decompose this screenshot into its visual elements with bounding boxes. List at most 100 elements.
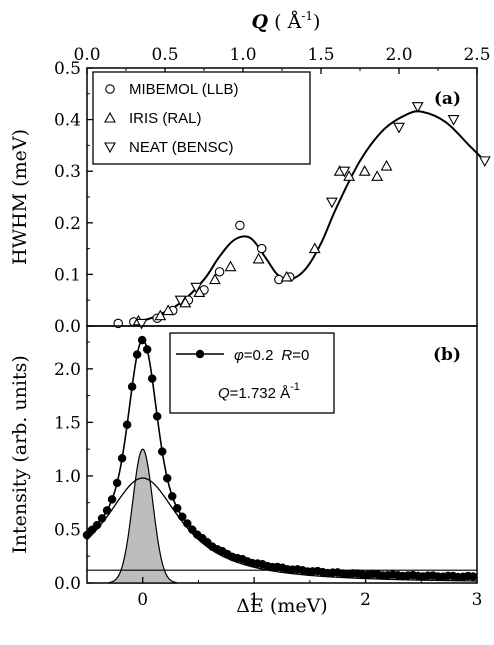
point-iris-ral [252, 252, 265, 264]
data-point-b [142, 345, 152, 354]
x-axis-paren-close: ) [313, 11, 320, 33]
x-tick-label-a: 0.5 [151, 45, 178, 65]
point-iris-ral [308, 242, 321, 254]
y-tick-label-a: 0.5 [54, 59, 81, 79]
x-tick-label-a: 1.0 [229, 45, 256, 65]
point-iris-ral [208, 273, 221, 285]
fit-curve-a [133, 110, 486, 325]
legend-marker-1 [104, 111, 116, 123]
data-point-b [167, 492, 177, 501]
y-tick-label-a: 0.1 [54, 265, 81, 285]
point-neat-bensc [190, 282, 203, 294]
data-point-b [97, 514, 107, 523]
x-axis-title-a: Q ( Å-1) [252, 9, 321, 33]
y-tick-label-b: 2.0 [54, 360, 81, 380]
legend-q-symbol: Q [218, 385, 230, 402]
point-iris-ral [358, 165, 371, 176]
point-neat-bensc [478, 156, 491, 168]
x-axis-paren-open: ( [268, 11, 288, 33]
panel-b: 0 1 2 3 0.0 0.5 1.0 1.5 2.0 ΔE (meV) Intensity (ar… [9, 325, 483, 617]
point-neat-bensc [338, 166, 351, 178]
legend-phi-value: =0.2 [244, 347, 274, 364]
point-iris-ral [162, 304, 175, 316]
point-neat-bensc [325, 197, 338, 209]
data-point-b [147, 374, 157, 383]
y-tick-label-b: 0.5 [54, 520, 81, 540]
point-mibemol-llb [256, 243, 267, 254]
data-point-b [468, 572, 478, 581]
point-neat-bensc [447, 115, 460, 126]
x-tick-label-b: 0 [137, 590, 148, 610]
data-point-b [173, 504, 182, 513]
data-point-b [107, 495, 117, 504]
y-tick-label-b: 0.0 [54, 574, 81, 594]
data-point-b [183, 519, 192, 528]
x-axis-title-b: ΔE (meV) [236, 595, 327, 617]
data-point-b [157, 447, 167, 456]
legend-label-0: MIBEMOL (LLB) [129, 81, 238, 98]
data-point-b [132, 350, 142, 359]
legend-phi-symbol: φ [234, 347, 244, 364]
legend-q-value: Q=1.732 Å-1 [218, 381, 300, 402]
y-tick-label-a: 0.0 [54, 317, 81, 337]
point-mibemol-llb [214, 267, 225, 277]
point-neat-bensc [393, 122, 405, 134]
legend-marker-0 [105, 84, 115, 94]
point-iris-ral [154, 309, 167, 321]
quasielastic-lorentzian [86, 477, 478, 582]
x-tick-label-b: 1 [249, 590, 260, 610]
data-point-b [152, 412, 162, 421]
y-tick-label-a: 0.4 [54, 111, 81, 131]
point-iris-ral [380, 159, 393, 171]
data-point-b [102, 506, 112, 515]
y-tick-label-a: 0.2 [54, 214, 81, 234]
legend-r-value: =0 [292, 347, 309, 364]
point-iris-ral [224, 260, 237, 272]
legend-label-b: φ=0.2 R=0 [234, 347, 309, 364]
panel-label-b: (b) [433, 345, 461, 365]
legend-label-2: NEAT (BENSC) [129, 139, 233, 156]
legend-q-exp: -1 [290, 381, 300, 393]
x-axis-symbol-a: Q [252, 11, 269, 33]
y-tick-label-b: 1.0 [54, 467, 81, 487]
x-tick-label-a: 2.5 [463, 45, 490, 65]
x-tick-label-a: 2.0 [385, 45, 412, 65]
x-tick-label-a: 1.5 [307, 45, 334, 65]
y-axis-title-b: Intensity (arb. units) [9, 355, 31, 554]
legend-r-symbol: R [281, 347, 292, 364]
point-neat-bensc [135, 318, 148, 330]
legend-box-a [92, 71, 311, 165]
plot-frame-b [86, 325, 478, 584]
y-tick-label-b: 1.5 [54, 413, 81, 433]
x-axis-unit-a: Å [287, 11, 302, 33]
x-tick-label-a: 0.0 [73, 45, 100, 65]
data-point-b [122, 420, 132, 429]
point-iris-ral [371, 170, 384, 181]
x-tick-label-b: 2 [360, 590, 371, 610]
data-point-b [117, 454, 127, 463]
point-neat-bensc [411, 102, 424, 113]
point-iris-ral [343, 170, 356, 181]
data-point-b [137, 335, 147, 345]
x-tick-label-b: 3 [472, 590, 483, 610]
point-mibemol-llb [274, 274, 284, 285]
legend-marker-2 [104, 142, 116, 154]
point-neat-bensc [174, 295, 187, 307]
panel-label-a: (a) [434, 89, 461, 109]
data-point-b [92, 520, 102, 530]
y-tick-label-a: 0.3 [54, 162, 81, 182]
panel-a: 0.0 0.5 1.0 1.5 2.0 2.50.00.10.20.30.40.5Q ( … [9, 9, 491, 337]
legend-marker-b [195, 349, 205, 359]
data-point-b [188, 525, 197, 534]
legend-q-number: =1.732 Å [230, 385, 290, 402]
x-axis-unit-exp-a: -1 [301, 9, 313, 23]
legend-label-1: IRIS (RAL) [129, 110, 202, 127]
y-axis-title-a: HWHM (meV) [9, 129, 31, 265]
data-point-b [127, 382, 137, 391]
point-mibemol-llb [235, 220, 245, 231]
data-point-b [82, 530, 92, 540]
legend-box-b [169, 332, 335, 414]
data-point-b [178, 512, 187, 522]
point-iris-ral [280, 270, 293, 282]
